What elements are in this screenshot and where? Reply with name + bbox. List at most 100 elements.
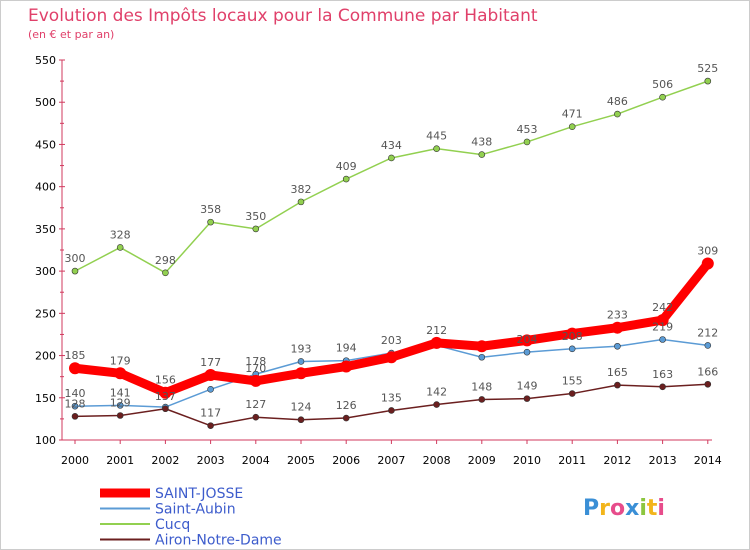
data-label-airon-notre-dame: 142: [426, 386, 447, 399]
data-label-saint-aubin: 194: [336, 342, 357, 355]
x-tick-label: 2013: [649, 454, 677, 467]
data-point-airon-notre-dame: [162, 405, 169, 413]
x-tick-label: 2008: [423, 454, 451, 467]
data-label-saint-josse: 233: [607, 309, 628, 322]
data-point-airon-notre-dame: [614, 381, 621, 389]
logo-letter: o: [610, 496, 625, 521]
data-label-cucq: 350: [245, 210, 266, 223]
data-label-cucq: 409: [336, 160, 357, 173]
y-tick-label: 550: [35, 54, 56, 67]
data-point-saint-aubin: [704, 342, 712, 349]
x-tick-label: 2004: [242, 454, 270, 467]
data-point-saint-josse: [701, 257, 714, 270]
data-label-saint-josse: 170: [245, 362, 266, 375]
x-tick-label: 2003: [197, 454, 225, 467]
data-point-cucq: [659, 93, 666, 101]
data-label-cucq: 382: [291, 183, 312, 196]
data-label-airon-notre-dame: 137: [155, 390, 176, 403]
data-label-airon-notre-dame: 127: [245, 398, 266, 411]
data-point-saint-aubin: [71, 402, 79, 410]
y-tick-label: 150: [35, 392, 56, 405]
data-point-airon-notre-dame: [207, 422, 214, 429]
logo-letter: i: [639, 496, 647, 521]
data-label-airon-notre-dame: 165: [607, 366, 628, 379]
x-tick-label: 2009: [468, 454, 496, 467]
data-point-saint-josse: [430, 336, 443, 349]
logo-letter: P: [583, 496, 599, 521]
data-point-airon-notre-dame: [71, 413, 79, 420]
data-label-cucq: 434: [381, 139, 402, 152]
data-label-airon-notre-dame: 117: [200, 407, 221, 420]
legend-label: SAINT-JOSSE: [155, 486, 243, 502]
data-point-airon-notre-dame: [568, 390, 576, 397]
legend-label: Saint-Aubin: [155, 502, 236, 518]
data-point-saint-josse: [385, 351, 398, 364]
axes: 100 150 200 250 300 350 400 450 500 550 2000 2001 20…: [35, 54, 722, 467]
data-point-cucq: [342, 175, 350, 183]
data-label-saint-josse: 179: [110, 354, 131, 367]
data-label-airon-notre-dame: 126: [336, 399, 357, 412]
logo-letter: r: [599, 496, 610, 521]
data-label-airon-notre-dame: 129: [110, 397, 131, 410]
data-point-saint-aubin: [207, 386, 214, 393]
data-point-saint-josse: [69, 362, 81, 375]
data-point-saint-josse: [566, 327, 579, 340]
data-label-saint-aubin: 193: [291, 342, 312, 355]
chart-title: Evolution des Impôts locaux pour la Comm…: [28, 6, 538, 26]
x-tick-label: 2001: [106, 454, 134, 467]
data-label-cucq: 438: [471, 136, 492, 149]
x-tick-label: 2012: [603, 454, 631, 467]
data-point-saint-josse: [114, 367, 127, 380]
data-label-airon-notre-dame: 155: [562, 375, 583, 388]
data-point-saint-josse: [249, 374, 262, 387]
data-point-cucq: [297, 198, 305, 206]
data-label-airon-notre-dame: 166: [697, 365, 718, 378]
data-label-airon-notre-dame: 124: [291, 401, 312, 414]
data-label-saint-josse: 185: [65, 349, 86, 362]
y-tick-label: 200: [35, 350, 56, 363]
x-tick-label: 2006: [332, 454, 360, 467]
y-tick-label: 300: [35, 265, 56, 278]
data-point-saint-josse: [656, 314, 669, 327]
data-point-airon-notre-dame: [388, 407, 395, 414]
data-label-saint-aubin: 219: [652, 321, 673, 334]
y-tick-label: 250: [35, 307, 56, 320]
data-label-airon-notre-dame: 148: [471, 380, 492, 393]
data-label-saint-josse: 177: [200, 356, 221, 369]
data-label-saint-aubin: 203: [381, 334, 402, 347]
data-point-airon-notre-dame: [433, 401, 440, 408]
data-label-cucq: 453: [517, 123, 538, 136]
data-point-airon-notre-dame: [297, 416, 305, 424]
data-point-cucq: [71, 267, 79, 275]
data-point-saint-aubin: [523, 348, 531, 356]
data-point-cucq: [388, 154, 395, 162]
data-label-saint-josse: 242: [652, 301, 673, 314]
data-point-airon-notre-dame: [478, 396, 486, 403]
data-label-saint-aubin: 178: [245, 355, 266, 368]
data-label-cucq: 358: [200, 203, 221, 216]
data-label-airon-notre-dame: 149: [517, 380, 538, 393]
data-point-cucq: [252, 225, 260, 233]
data-label-cucq: 328: [110, 228, 131, 241]
legend: SAINT-JOSSESaint-AubinCucqAiron-Notre-Da…: [100, 486, 282, 549]
data-label-cucq: 471: [562, 108, 583, 121]
data-point-airon-notre-dame: [523, 395, 531, 402]
logo-letter: x: [625, 496, 639, 521]
data-label-saint-aubin: 204: [517, 333, 538, 346]
data-point-saint-aubin: [297, 358, 305, 365]
data-point-cucq: [162, 269, 169, 277]
series-lines: [69, 77, 714, 429]
data-point-saint-aubin: [568, 345, 576, 353]
data-point-saint-josse: [204, 368, 217, 381]
data-point-saint-josse: [295, 367, 307, 380]
data-label-saint-josse: 156: [155, 374, 176, 387]
x-tick-label: 2010: [513, 454, 541, 467]
data-point-cucq: [116, 244, 124, 251]
data-label-cucq: 506: [652, 78, 673, 91]
data-point-airon-notre-dame: [342, 414, 350, 422]
legend-label: Cucq: [155, 517, 190, 533]
data-point-saint-aubin: [659, 336, 666, 343]
data-label-airon-notre-dame: 135: [381, 391, 402, 404]
